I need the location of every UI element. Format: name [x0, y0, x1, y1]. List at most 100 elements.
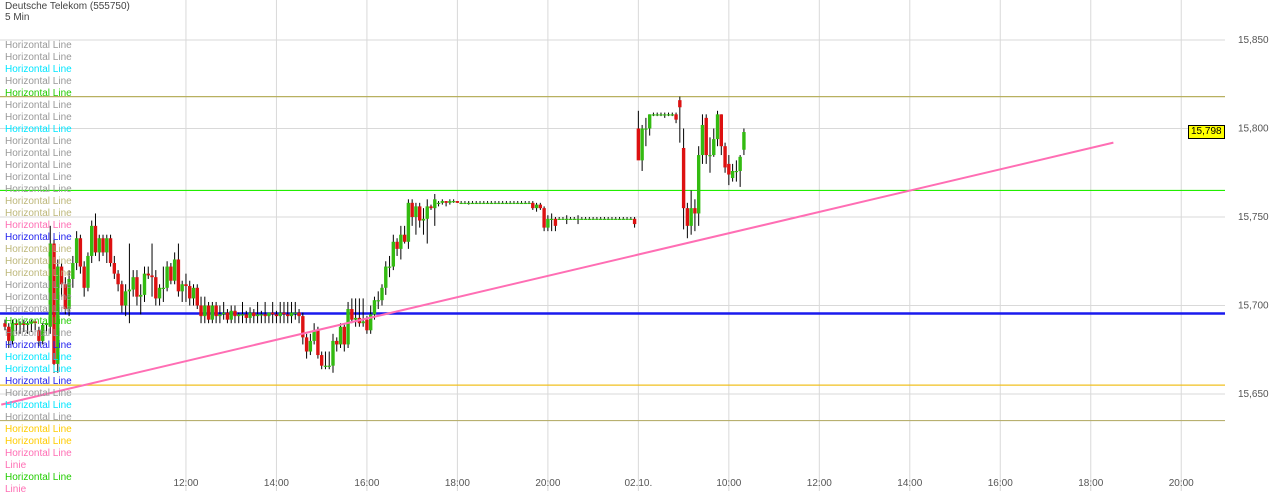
legend-item[interactable]: Horizontal Line — [5, 412, 72, 423]
candle-body — [678, 100, 682, 108]
candle-body — [112, 263, 117, 274]
candle-body — [44, 323, 49, 325]
candle-body — [644, 128, 648, 130]
legend-item[interactable]: Horizontal Line — [5, 268, 72, 279]
candle-body — [636, 128, 641, 161]
candle-body — [580, 218, 584, 220]
candle-body — [459, 202, 463, 205]
candle-body — [614, 218, 618, 220]
legend-item[interactable]: Horizontal Line — [5, 172, 72, 183]
legend-item[interactable]: Horizontal Line — [5, 208, 72, 219]
legend-item[interactable]: Horizontal Line — [5, 88, 72, 99]
price-tick-label: 15,750 — [1238, 212, 1269, 223]
legend-item[interactable]: Horizontal Line — [5, 64, 72, 75]
candle-body — [123, 291, 128, 306]
time-tick-label: 16:00 — [354, 478, 379, 489]
legend-item[interactable]: Horizontal Line — [5, 256, 72, 267]
time-tick-label: 12:00 — [807, 478, 832, 489]
legend-item[interactable]: Horizontal Line — [5, 220, 72, 231]
candle-body — [93, 225, 98, 253]
candle-body — [587, 218, 592, 220]
legend-item[interactable]: Horizontal Line — [5, 448, 72, 459]
time-tick-label: 18:00 — [1078, 478, 1103, 489]
candle-body — [534, 204, 539, 209]
candle-body — [730, 170, 735, 179]
legend-item[interactable]: Horizontal Line — [5, 352, 72, 363]
time-tick-label: 14:00 — [897, 478, 922, 489]
candle-body — [727, 163, 731, 175]
candle-body — [602, 218, 607, 220]
candle-body — [342, 326, 346, 345]
legend-item[interactable]: Horizontal Line — [5, 232, 72, 243]
candle-body — [14, 323, 19, 325]
legend-item[interactable]: Horizontal Line — [5, 280, 72, 291]
candle-body — [214, 305, 218, 317]
candle-body — [418, 206, 422, 221]
legend-item[interactable]: Horizontal Line — [5, 364, 72, 375]
candle-body — [519, 202, 524, 205]
legend-item[interactable]: Linie — [5, 484, 27, 495]
candle-body — [421, 218, 426, 221]
legend-item[interactable]: Horizontal Line — [5, 124, 72, 135]
legend-item[interactable]: Horizontal Line — [5, 388, 72, 399]
candle-body — [738, 156, 742, 171]
interval-label[interactable]: 5 Min — [5, 12, 30, 23]
candle-body — [248, 312, 252, 318]
candle-body — [108, 238, 113, 264]
candle-body — [154, 277, 158, 299]
legend-item[interactable]: Horizontal Line — [5, 184, 72, 195]
candle-body — [180, 284, 184, 292]
candle-body — [252, 312, 256, 317]
candle-body — [467, 202, 471, 205]
drawing-objects-legend: Horizontal Line Horizontal Line Horizontal… — [5, 40, 72, 496]
legend-item[interactable]: Horizontal Line — [5, 472, 72, 483]
candle-body — [610, 218, 614, 220]
candle-body — [689, 208, 693, 226]
candle-body — [455, 201, 460, 203]
legend-item[interactable]: Horizontal Line — [5, 244, 72, 255]
candle-body — [553, 218, 558, 226]
legend-item[interactable]: Horizontal Line — [5, 424, 72, 435]
candle-body — [293, 312, 297, 314]
candle-body — [368, 314, 373, 331]
candle-body — [56, 266, 60, 364]
candle-body — [489, 202, 494, 205]
legend-item[interactable]: Horizontal Line — [5, 136, 72, 147]
legend-item[interactable]: Horizontal Line — [5, 328, 72, 339]
candle-body — [463, 202, 467, 205]
candle-body — [312, 330, 316, 341]
candle-body — [696, 155, 701, 214]
legend-item[interactable]: Horizontal Line — [5, 100, 72, 111]
legend-item[interactable]: Linie — [5, 460, 27, 471]
candle-body — [478, 202, 482, 205]
candle-body — [406, 202, 411, 242]
legend-item[interactable]: Horizontal Line — [5, 340, 72, 351]
legend-item[interactable]: Horizontal Line — [5, 112, 72, 123]
candle-body — [195, 287, 199, 306]
price-tick-label: 15,650 — [1238, 389, 1269, 400]
candle-body — [225, 312, 230, 320]
legend-item[interactable]: Horizontal Line — [5, 76, 72, 87]
legend-item[interactable]: Horizontal Line — [5, 436, 72, 447]
legend-item[interactable]: Horizontal Line — [5, 304, 72, 315]
legend-item[interactable]: Horizontal Line — [5, 40, 72, 51]
candle-body — [63, 284, 68, 310]
candle-body — [237, 314, 241, 317]
legend-item[interactable]: Horizontal Line — [5, 52, 72, 63]
candle-body — [41, 324, 45, 341]
candle-body — [59, 266, 64, 285]
candle-body — [659, 114, 663, 116]
candle-body — [203, 305, 207, 317]
legend-item[interactable]: Horizontal Line — [5, 148, 72, 159]
candle-body — [712, 139, 716, 156]
legend-item[interactable]: Horizontal Line — [5, 160, 72, 171]
trend-line — [1, 141, 1114, 406]
candle-body — [218, 314, 222, 317]
legend-item[interactable]: Horizontal Line — [5, 196, 72, 207]
candle-body — [255, 314, 260, 317]
legend-item[interactable]: Horizontal Line — [5, 400, 72, 411]
legend-item[interactable]: Horizontal Line — [5, 316, 72, 327]
legend-item[interactable]: Horizontal Line — [5, 292, 72, 303]
legend-item[interactable]: Horizontal Line — [5, 376, 72, 387]
